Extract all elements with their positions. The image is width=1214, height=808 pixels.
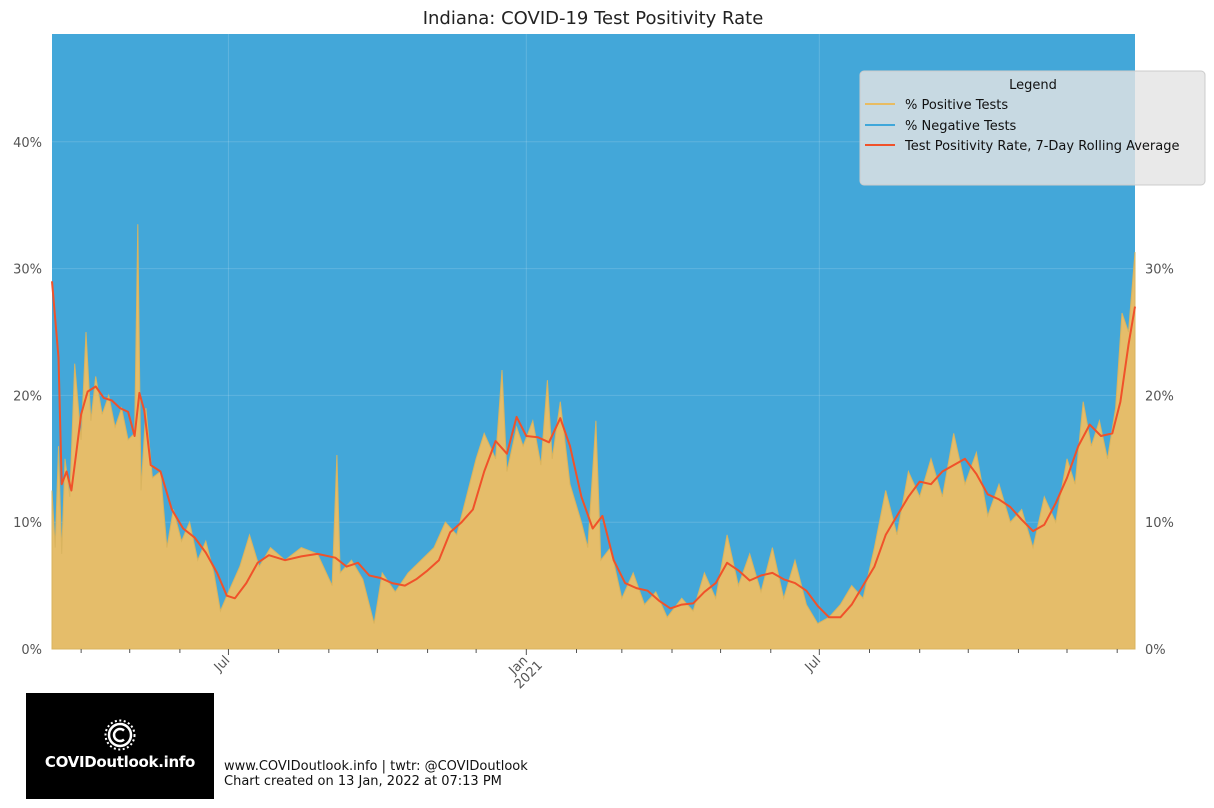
legend-title: Legend — [1009, 78, 1057, 93]
legend-box — [859, 70, 1206, 186]
x-tick-label-group: Jul — [802, 653, 824, 675]
footer: www.COVIDoutlook.info | twtr: @COVIDoutl… — [224, 759, 528, 789]
y-tick-label: 40% — [13, 136, 42, 151]
footer-created-date: Chart created on 13 Jan, 2022 at 07:13 P… — [224, 774, 502, 789]
y-tick-label: 0% — [21, 643, 42, 658]
y-tick-label: 20% — [13, 389, 42, 404]
y-tick-label-right: 30% — [1145, 263, 1174, 278]
x-tick-label-group: Jul — [211, 653, 233, 675]
virus-c-icon — [104, 719, 136, 751]
y-tick-label: 30% — [13, 263, 42, 278]
footer-website: www.COVIDoutlook.info | twtr: @COVIDoutl… — [224, 759, 528, 774]
y-tick-label-right: 0% — [1145, 643, 1166, 658]
rolling-average-line — [51, 281, 1136, 619]
y-tick-label-right: 20% — [1145, 389, 1174, 404]
y-tick-label-right: 10% — [1145, 516, 1174, 531]
legend: Legend % Positive Tests % Negative Tests… — [859, 70, 1206, 186]
legend-entry-positive: % Positive Tests — [905, 98, 1008, 113]
legend-entry-negative: % Negative Tests — [905, 119, 1017, 134]
x-tick-label: Jul — [211, 653, 233, 675]
chart-title: Indiana: COVID-19 Test Positivity Rate — [423, 8, 764, 29]
logo-text: COVIDoutlook.info — [44, 753, 196, 771]
covidoutlook-logo: COVIDoutlook.info — [26, 693, 214, 799]
positive-tests-area — [51, 224, 1136, 650]
x-tick-label: Jul — [802, 653, 824, 675]
y-tick-label: 10% — [13, 516, 42, 531]
legend-entry-rolling-average: Test Positivity Rate, 7-Day Rolling Aver… — [904, 139, 1179, 154]
